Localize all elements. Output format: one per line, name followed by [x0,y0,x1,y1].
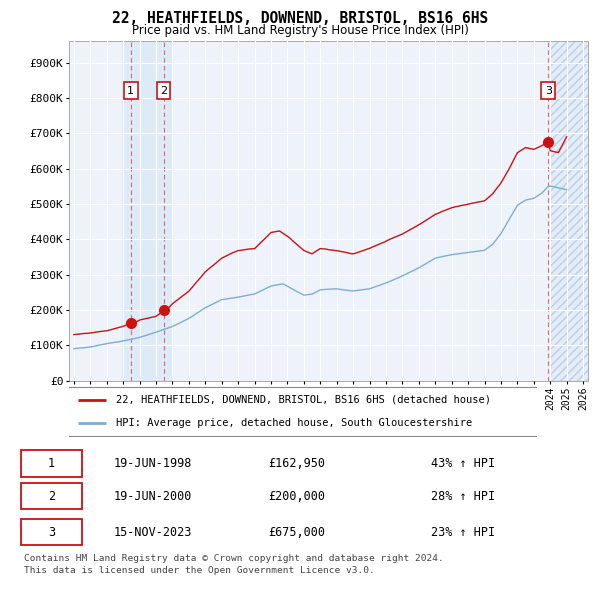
Bar [550,41,591,381]
FancyBboxPatch shape [64,388,539,436]
Text: 19-JUN-2000: 19-JUN-2000 [114,490,192,503]
Text: 19-JUN-1998: 19-JUN-1998 [114,457,192,470]
Text: Price paid vs. HM Land Registry's House Price Index (HPI): Price paid vs. HM Land Registry's House … [131,24,469,37]
Text: 1: 1 [127,86,134,96]
Text: £200,000: £200,000 [268,490,325,503]
Text: £162,950: £162,950 [268,457,325,470]
Text: 43% ↑ HPI: 43% ↑ HPI [431,457,495,470]
Text: Contains HM Land Registry data © Crown copyright and database right 2024.
This d: Contains HM Land Registry data © Crown c… [23,555,443,575]
Bar [550,41,591,381]
Bar [122,41,172,381]
Text: HPI: Average price, detached house, South Gloucestershire: HPI: Average price, detached house, Sout… [116,418,472,428]
Text: 3: 3 [545,86,552,96]
FancyBboxPatch shape [21,519,82,545]
Text: £675,000: £675,000 [268,526,325,539]
Text: 2: 2 [48,490,55,503]
FancyBboxPatch shape [21,451,82,477]
Text: 22, HEATHFIELDS, DOWNEND, BRISTOL, BS16 6HS (detached house): 22, HEATHFIELDS, DOWNEND, BRISTOL, BS16 … [116,395,491,405]
Text: 2: 2 [160,86,167,96]
Text: 22, HEATHFIELDS, DOWNEND, BRISTOL, BS16 6HS: 22, HEATHFIELDS, DOWNEND, BRISTOL, BS16 … [112,11,488,27]
Text: 3: 3 [48,526,55,539]
Text: 28% ↑ HPI: 28% ↑ HPI [431,490,495,503]
Text: 15-NOV-2023: 15-NOV-2023 [114,526,192,539]
FancyBboxPatch shape [21,483,82,509]
Text: 1: 1 [48,457,55,470]
Text: 23% ↑ HPI: 23% ↑ HPI [431,526,495,539]
